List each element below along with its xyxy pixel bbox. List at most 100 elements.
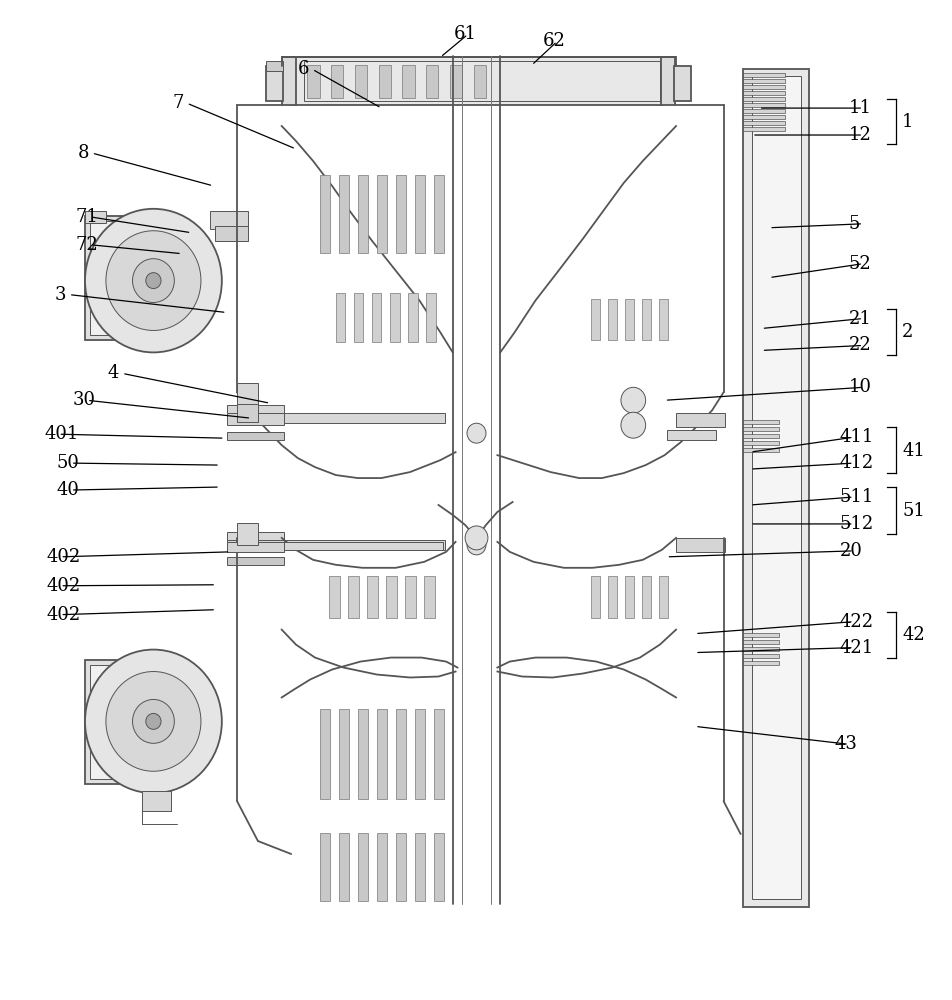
- Text: 22: 22: [848, 336, 871, 354]
- Circle shape: [621, 412, 645, 438]
- Bar: [237, 383, 258, 405]
- Circle shape: [106, 231, 201, 330]
- Bar: [330, 65, 343, 98]
- Bar: [227, 540, 284, 552]
- Bar: [590, 299, 600, 340]
- Bar: [266, 66, 283, 101]
- Bar: [742, 420, 778, 424]
- Bar: [354, 65, 367, 98]
- Bar: [433, 175, 444, 253]
- Text: 71: 71: [75, 208, 98, 226]
- Bar: [376, 833, 387, 901]
- Bar: [742, 103, 784, 107]
- Text: 12: 12: [848, 126, 871, 144]
- Bar: [227, 413, 284, 425]
- Bar: [227, 532, 284, 540]
- Bar: [742, 79, 784, 83]
- Text: 402: 402: [46, 577, 80, 595]
- Bar: [338, 833, 348, 901]
- Bar: [675, 413, 724, 427]
- Bar: [227, 557, 284, 565]
- Bar: [641, 576, 650, 618]
- Bar: [590, 576, 600, 618]
- Bar: [742, 434, 778, 438]
- Bar: [658, 576, 667, 618]
- Bar: [742, 633, 778, 637]
- Circle shape: [465, 526, 487, 550]
- Bar: [742, 661, 778, 665]
- Circle shape: [132, 699, 174, 743]
- Bar: [742, 121, 784, 125]
- Text: 20: 20: [839, 542, 862, 560]
- Text: 412: 412: [839, 454, 873, 472]
- Bar: [319, 833, 329, 901]
- Bar: [284, 413, 445, 423]
- Bar: [426, 293, 435, 342]
- Bar: [210, 211, 248, 229]
- Bar: [742, 91, 784, 95]
- Bar: [742, 654, 778, 658]
- Bar: [405, 576, 415, 618]
- Text: 61: 61: [453, 25, 476, 43]
- Text: 10: 10: [848, 378, 871, 396]
- Text: 51: 51: [902, 502, 924, 520]
- Bar: [237, 523, 258, 545]
- Bar: [433, 709, 444, 799]
- Text: 7: 7: [172, 94, 184, 112]
- Bar: [742, 85, 784, 89]
- Text: 411: 411: [839, 428, 873, 446]
- Text: 402: 402: [46, 548, 80, 566]
- Text: 1: 1: [902, 113, 913, 131]
- Text: 50: 50: [56, 454, 79, 472]
- Bar: [473, 65, 486, 98]
- Bar: [85, 211, 106, 223]
- Bar: [751, 76, 801, 899]
- Bar: [266, 61, 283, 71]
- Bar: [407, 293, 417, 342]
- Text: 43: 43: [834, 735, 857, 753]
- Bar: [304, 61, 659, 101]
- Text: 30: 30: [72, 391, 95, 409]
- Text: 421: 421: [839, 639, 873, 657]
- Bar: [307, 65, 319, 98]
- Bar: [357, 709, 367, 799]
- Bar: [328, 576, 339, 618]
- Text: 511: 511: [839, 488, 873, 506]
- Bar: [742, 640, 778, 644]
- Bar: [449, 65, 462, 98]
- Bar: [89, 665, 135, 779]
- Bar: [284, 540, 445, 550]
- Text: 3: 3: [54, 286, 66, 304]
- Text: 4: 4: [108, 364, 119, 382]
- Bar: [424, 576, 434, 618]
- Circle shape: [621, 387, 645, 413]
- Text: 11: 11: [848, 99, 871, 117]
- Bar: [215, 226, 248, 241]
- Circle shape: [466, 535, 486, 555]
- Circle shape: [85, 650, 222, 793]
- Text: 21: 21: [848, 310, 871, 328]
- Bar: [607, 576, 617, 618]
- Bar: [353, 293, 363, 342]
- Text: 62: 62: [543, 32, 565, 50]
- Bar: [395, 175, 406, 253]
- Text: 52: 52: [848, 255, 871, 273]
- Bar: [227, 405, 284, 413]
- Text: 5: 5: [848, 215, 860, 233]
- Bar: [742, 127, 784, 131]
- Bar: [742, 647, 778, 651]
- Bar: [142, 791, 170, 811]
- Text: 402: 402: [46, 606, 80, 624]
- Text: 8: 8: [77, 144, 89, 162]
- Circle shape: [466, 423, 486, 443]
- Bar: [414, 709, 425, 799]
- Bar: [291, 57, 661, 105]
- Bar: [742, 109, 784, 113]
- Bar: [660, 57, 674, 105]
- Bar: [414, 833, 425, 901]
- Bar: [319, 709, 329, 799]
- Circle shape: [85, 209, 222, 352]
- Bar: [742, 448, 778, 452]
- Bar: [367, 576, 377, 618]
- Bar: [433, 833, 444, 901]
